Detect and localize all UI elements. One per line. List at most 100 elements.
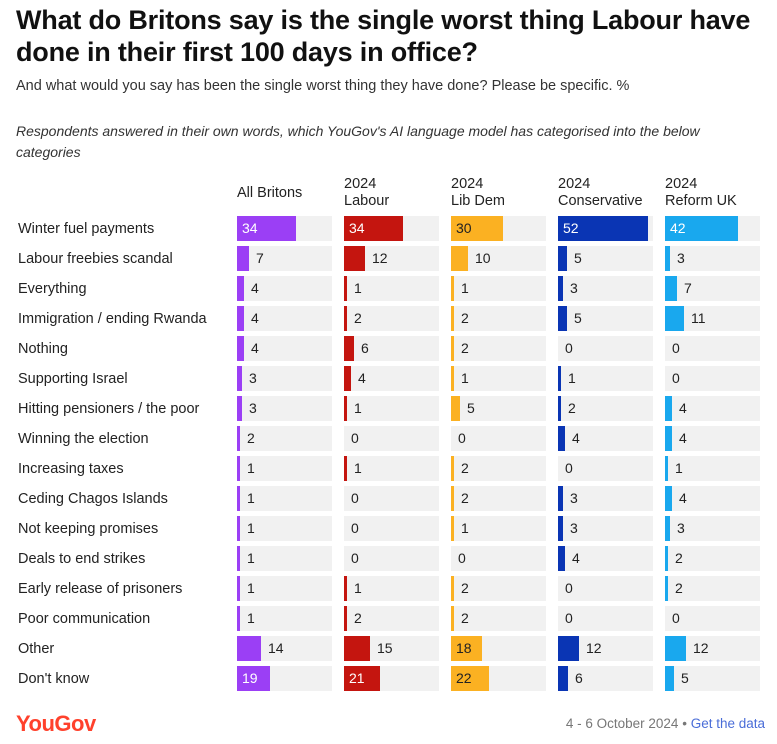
bar [237,396,242,421]
data-label: 2 [461,580,469,596]
data-label: 4 [251,340,259,356]
bar [558,366,561,391]
row-label: Hitting pensioners / the poor [18,401,200,417]
bar [451,396,460,421]
bar-track: 12 [665,636,760,661]
row-label: Poor communication [18,611,151,627]
bar [558,546,565,571]
bar [237,546,240,571]
data-label: 21 [349,670,365,686]
bar-track: 0 [665,366,760,391]
bar-track: 1 [237,486,332,511]
data-label: 34 [242,220,258,236]
bar-track: 2 [665,576,760,601]
data-label: 1 [461,370,469,386]
bar-track: 1 [237,456,332,481]
bar-track: 1 [451,276,546,301]
data-label: 0 [458,430,466,446]
bar [558,636,579,661]
bar-track: 3 [665,246,760,271]
data-label: 12 [693,640,709,656]
bar-track: 22 [451,666,546,691]
bar-track: 0 [558,606,653,631]
data-label: 3 [677,250,685,266]
bar-track: 2 [451,486,546,511]
bar [451,456,454,481]
data-label: 2 [675,550,683,566]
bar-track: 3 [558,486,653,511]
bar [451,486,454,511]
data-label: 14 [268,640,284,656]
bar-track: 6 [344,336,439,361]
data-label: 5 [467,400,475,416]
bar [451,276,454,301]
data-label: 5 [574,250,582,266]
data-label: 0 [351,520,359,536]
bar-track: 2 [237,426,332,451]
bar-track: 2 [344,306,439,331]
row-label: Labour freebies scandal [18,251,173,267]
bar-track: 34 [237,216,332,241]
data-label: 0 [565,580,573,596]
bar [558,246,567,271]
data-label: 4 [679,490,687,506]
data-label: 1 [568,370,576,386]
bar-track: 3 [558,276,653,301]
bar-track: 1 [344,276,439,301]
bar [558,486,563,511]
data-label: 3 [570,280,578,296]
bar-track: 6 [558,666,653,691]
column-header: All Britons [237,185,302,202]
bar-track: 5 [665,666,760,691]
data-label: 4 [572,550,580,566]
data-label: 1 [461,520,469,536]
data-label: 2 [354,610,362,626]
bar-track: 1 [237,576,332,601]
data-label: 3 [677,520,685,536]
bar-track: 0 [451,546,546,571]
bar [665,276,677,301]
data-label: 42 [670,220,686,236]
bar [344,666,380,691]
bar [451,306,454,331]
bar-track: 11 [665,306,760,331]
get-the-data-link[interactable]: Get the data [690,716,765,731]
row-label: Everything [18,281,87,297]
data-label: 3 [570,490,578,506]
data-label: 1 [247,580,255,596]
column-header-line: 2024 [665,176,698,192]
data-label: 1 [247,490,255,506]
bar-track: 4 [237,276,332,301]
bar-track: 0 [558,576,653,601]
data-label: 6 [361,340,369,356]
data-label: 5 [681,670,689,686]
data-label: 10 [475,250,491,266]
bar [558,426,565,451]
row-label: Early release of prisoners [18,581,183,597]
bar-track: 21 [344,666,439,691]
chart-subtitle: And what would you say has been the sing… [16,78,630,94]
bar [237,306,244,331]
data-label: 7 [684,280,692,296]
bar-track: 4 [344,366,439,391]
bar [451,246,468,271]
row-label: Not keeping promises [18,521,159,537]
bar [665,246,670,271]
bar-track: 7 [237,246,332,271]
bar [344,396,347,421]
data-label: 4 [358,370,366,386]
data-label: 2 [568,400,576,416]
footer-separator: • [682,716,687,731]
data-label: 4 [679,430,687,446]
bar [237,576,240,601]
data-label: 1 [354,280,362,296]
bar [344,606,347,631]
bar-track: 0 [558,336,653,361]
bar-track: 2 [451,306,546,331]
bar [451,606,454,631]
bar [665,576,668,601]
data-label: 30 [456,220,472,236]
data-label: 2 [461,610,469,626]
data-label: 2 [461,490,469,506]
bar-track: 2 [451,606,546,631]
